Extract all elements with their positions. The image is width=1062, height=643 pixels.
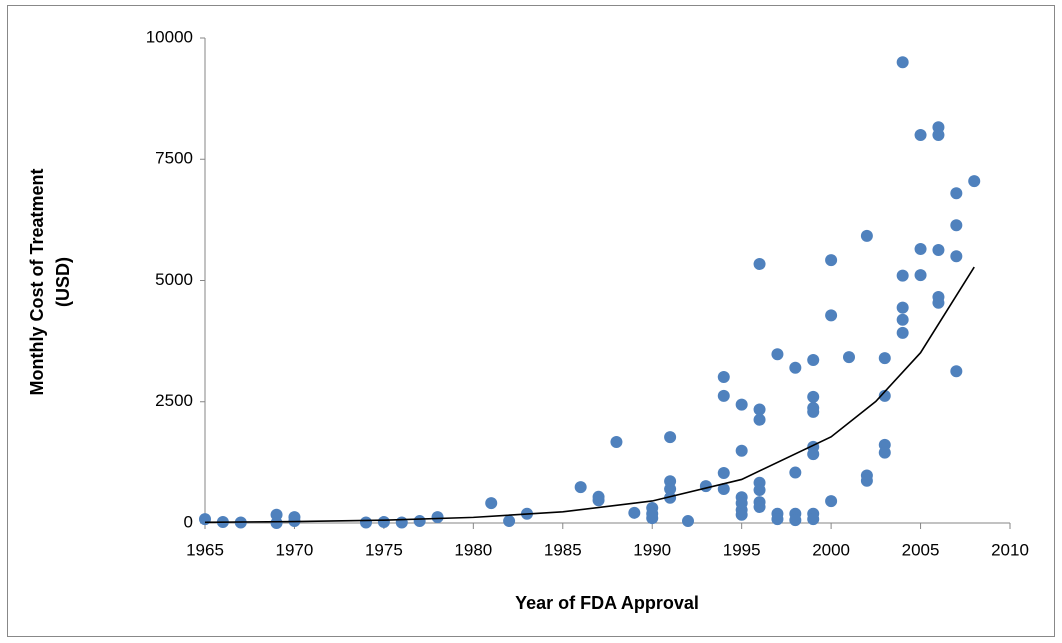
point [950, 365, 963, 378]
point [360, 516, 372, 529]
point [807, 390, 820, 403]
x-tick-label: 1980 [454, 540, 492, 559]
x-tick-label: 1975 [365, 540, 403, 559]
point [753, 258, 766, 271]
point [395, 516, 408, 529]
point [753, 500, 766, 513]
point [735, 444, 748, 457]
point [789, 514, 802, 527]
point [932, 243, 945, 256]
trendline [204, 266, 975, 524]
x-tick-label: 1990 [633, 540, 671, 559]
x-tick-label: 1985 [544, 540, 582, 559]
y-tick-label: 10000 [146, 27, 193, 46]
point [717, 389, 730, 402]
point [717, 371, 730, 384]
y-tick-label: 0 [184, 512, 193, 531]
point [199, 513, 211, 526]
y-tick-label: 2500 [155, 391, 193, 410]
x-tick-label: 2005 [902, 540, 940, 559]
point [646, 507, 659, 520]
point [431, 511, 444, 524]
y-tick-label: 5000 [155, 270, 193, 289]
point [825, 309, 838, 322]
point [270, 517, 283, 529]
point [592, 494, 605, 507]
point [825, 495, 838, 508]
point [807, 354, 820, 367]
point [878, 389, 891, 402]
point [753, 403, 766, 416]
point [628, 506, 641, 519]
point [950, 219, 963, 232]
x-tick-label: 1995 [723, 540, 761, 559]
point [932, 129, 945, 141]
chart-border [7, 5, 1055, 637]
point [896, 56, 909, 69]
point [807, 448, 820, 461]
point [789, 466, 802, 479]
point [950, 250, 963, 263]
point [860, 229, 873, 242]
x-tick-label: 2000 [812, 540, 850, 559]
point [896, 269, 909, 282]
point [574, 481, 587, 494]
point [825, 254, 838, 267]
point [270, 508, 283, 521]
point [485, 497, 498, 510]
point [717, 483, 730, 496]
point [896, 313, 909, 326]
y-axis-label-line: Monthly Cost of Treatment [27, 168, 47, 395]
point [843, 351, 855, 364]
point [699, 480, 712, 493]
point [610, 436, 623, 449]
point [735, 398, 748, 411]
point [789, 361, 802, 374]
point [896, 326, 909, 339]
x-tick-label: 1965 [186, 540, 224, 559]
x-tick-label: 2010 [991, 540, 1029, 559]
y-tick-label: 7500 [155, 149, 193, 168]
x-axis-label: Year of FDA Approval [515, 593, 699, 613]
point [896, 301, 909, 314]
point [771, 348, 784, 361]
point [914, 242, 927, 255]
point [932, 296, 945, 309]
y-axis-label-line: (USD) [53, 257, 73, 307]
point [717, 467, 730, 480]
point [878, 352, 891, 365]
point [807, 513, 820, 526]
point [860, 474, 873, 487]
point [771, 513, 784, 526]
point [914, 129, 927, 141]
point [664, 491, 677, 504]
point [807, 405, 820, 418]
y-axis-label: Monthly Cost of Treatment (USD) [27, 168, 73, 395]
point [682, 515, 694, 528]
point [503, 515, 516, 528]
point [664, 431, 677, 444]
point [664, 483, 677, 496]
point [968, 175, 981, 188]
point [914, 269, 927, 282]
point [878, 446, 891, 459]
point [753, 413, 766, 426]
x-tick-label: 1970 [276, 540, 314, 559]
point [413, 515, 426, 528]
point [950, 187, 963, 200]
point [735, 508, 748, 521]
point [377, 516, 390, 529]
point [753, 484, 766, 497]
